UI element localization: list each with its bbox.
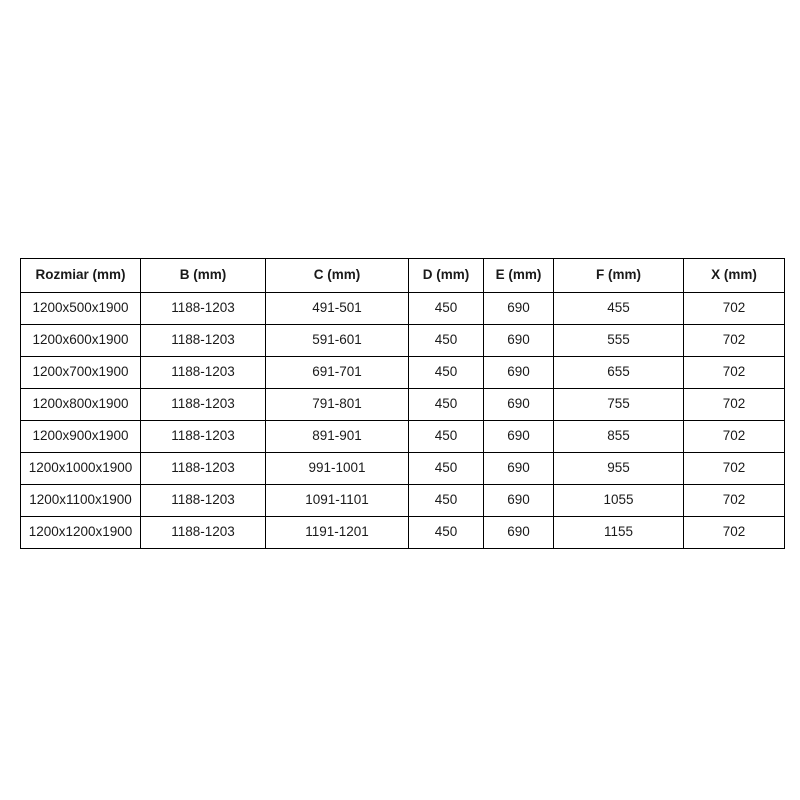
cell-size: 1200x1200x1900 [20,516,141,549]
column-header-f: F (mm) [553,258,684,293]
cell-d: 450 [408,388,484,421]
cell-f: 1055 [553,484,684,517]
cell-c: 1191-1201 [265,516,409,549]
column-header-c: C (mm) [265,258,409,293]
cell-e: 690 [483,516,554,549]
cell-x: 702 [683,420,785,453]
cell-e: 690 [483,356,554,389]
cell-f: 1155 [553,516,684,549]
table-row: 1200x600x1900 1188-1203 591-601 450 690 555 70… [20,324,785,357]
cell-e: 690 [483,388,554,421]
cell-b: 1188-1203 [140,516,266,549]
table-row: 1200x500x1900 1188-1203 491-501 450 690 455 70… [20,292,785,325]
cell-size: 1200x600x1900 [20,324,141,357]
cell-b: 1188-1203 [140,452,266,485]
cell-x: 702 [683,356,785,389]
cell-b: 1188-1203 [140,420,266,453]
cell-f: 755 [553,388,684,421]
cell-b: 1188-1203 [140,292,266,325]
column-header-size: Rozmiar (mm) [20,258,141,293]
cell-size: 1200x900x1900 [20,420,141,453]
cell-e: 690 [483,324,554,357]
cell-f: 555 [553,324,684,357]
table-body: 1200x500x1900 1188-1203 491-501 450 690 455 70… [20,292,785,549]
column-header-b: B (mm) [140,258,266,293]
cell-f: 655 [553,356,684,389]
cell-b: 1188-1203 [140,324,266,357]
cell-c: 891-901 [265,420,409,453]
table-row: 1200x900x1900 1188-1203 891-901 450 690 855 70… [20,420,785,453]
cell-e: 690 [483,420,554,453]
column-header-x: X (mm) [683,258,785,293]
cell-e: 690 [483,292,554,325]
cell-size: 1200x1100x1900 [20,484,141,517]
cell-d: 450 [408,484,484,517]
table-row: 1200x1100x1900 1188-1203 1091-1101 450 690 10… [20,484,785,517]
cell-size: 1200x500x1900 [20,292,141,325]
column-header-e: E (mm) [483,258,554,293]
table-row: 1200x1200x1900 1188-1203 1191-1201 450 690 11… [20,516,785,549]
cell-e: 690 [483,484,554,517]
cell-c: 791-801 [265,388,409,421]
cell-x: 702 [683,516,785,549]
cell-size: 1200x700x1900 [20,356,141,389]
cell-size: 1200x1000x1900 [20,452,141,485]
cell-x: 702 [683,452,785,485]
column-header-d: D (mm) [408,258,484,293]
cell-x: 702 [683,388,785,421]
cell-b: 1188-1203 [140,356,266,389]
cell-f: 955 [553,452,684,485]
cell-f: 855 [553,420,684,453]
cell-d: 450 [408,292,484,325]
cell-d: 450 [408,516,484,549]
table-row: 1200x800x1900 1188-1203 791-801 450 690 755 70… [20,388,785,421]
table-row: 1200x1000x1900 1188-1203 991-1001 450 690 955… [20,452,785,485]
table-row: 1200x700x1900 1188-1203 691-701 450 690 655 70… [20,356,785,389]
cell-f: 455 [553,292,684,325]
table-header-row: Rozmiar (mm) B (mm) C (mm) D (mm) E (mm) F (m… [20,258,785,293]
cell-c: 691-701 [265,356,409,389]
cell-x: 702 [683,484,785,517]
cell-c: 991-1001 [265,452,409,485]
cell-size: 1200x800x1900 [20,388,141,421]
cell-c: 491-501 [265,292,409,325]
specification-table: Rozmiar (mm) B (mm) C (mm) D (mm) E (mm) F (m… [20,258,785,549]
cell-d: 450 [408,452,484,485]
cell-d: 450 [408,356,484,389]
cell-x: 702 [683,292,785,325]
table-header: Rozmiar (mm) B (mm) C (mm) D (mm) E (mm) F (m… [20,258,785,293]
cell-c: 591-601 [265,324,409,357]
cell-d: 450 [408,324,484,357]
cell-b: 1188-1203 [140,388,266,421]
cell-c: 1091-1101 [265,484,409,517]
cell-b: 1188-1203 [140,484,266,517]
cell-e: 690 [483,452,554,485]
cell-x: 702 [683,324,785,357]
specification-table-container: Rozmiar (mm) B (mm) C (mm) D (mm) E (mm) F (m… [20,258,785,549]
cell-d: 450 [408,420,484,453]
